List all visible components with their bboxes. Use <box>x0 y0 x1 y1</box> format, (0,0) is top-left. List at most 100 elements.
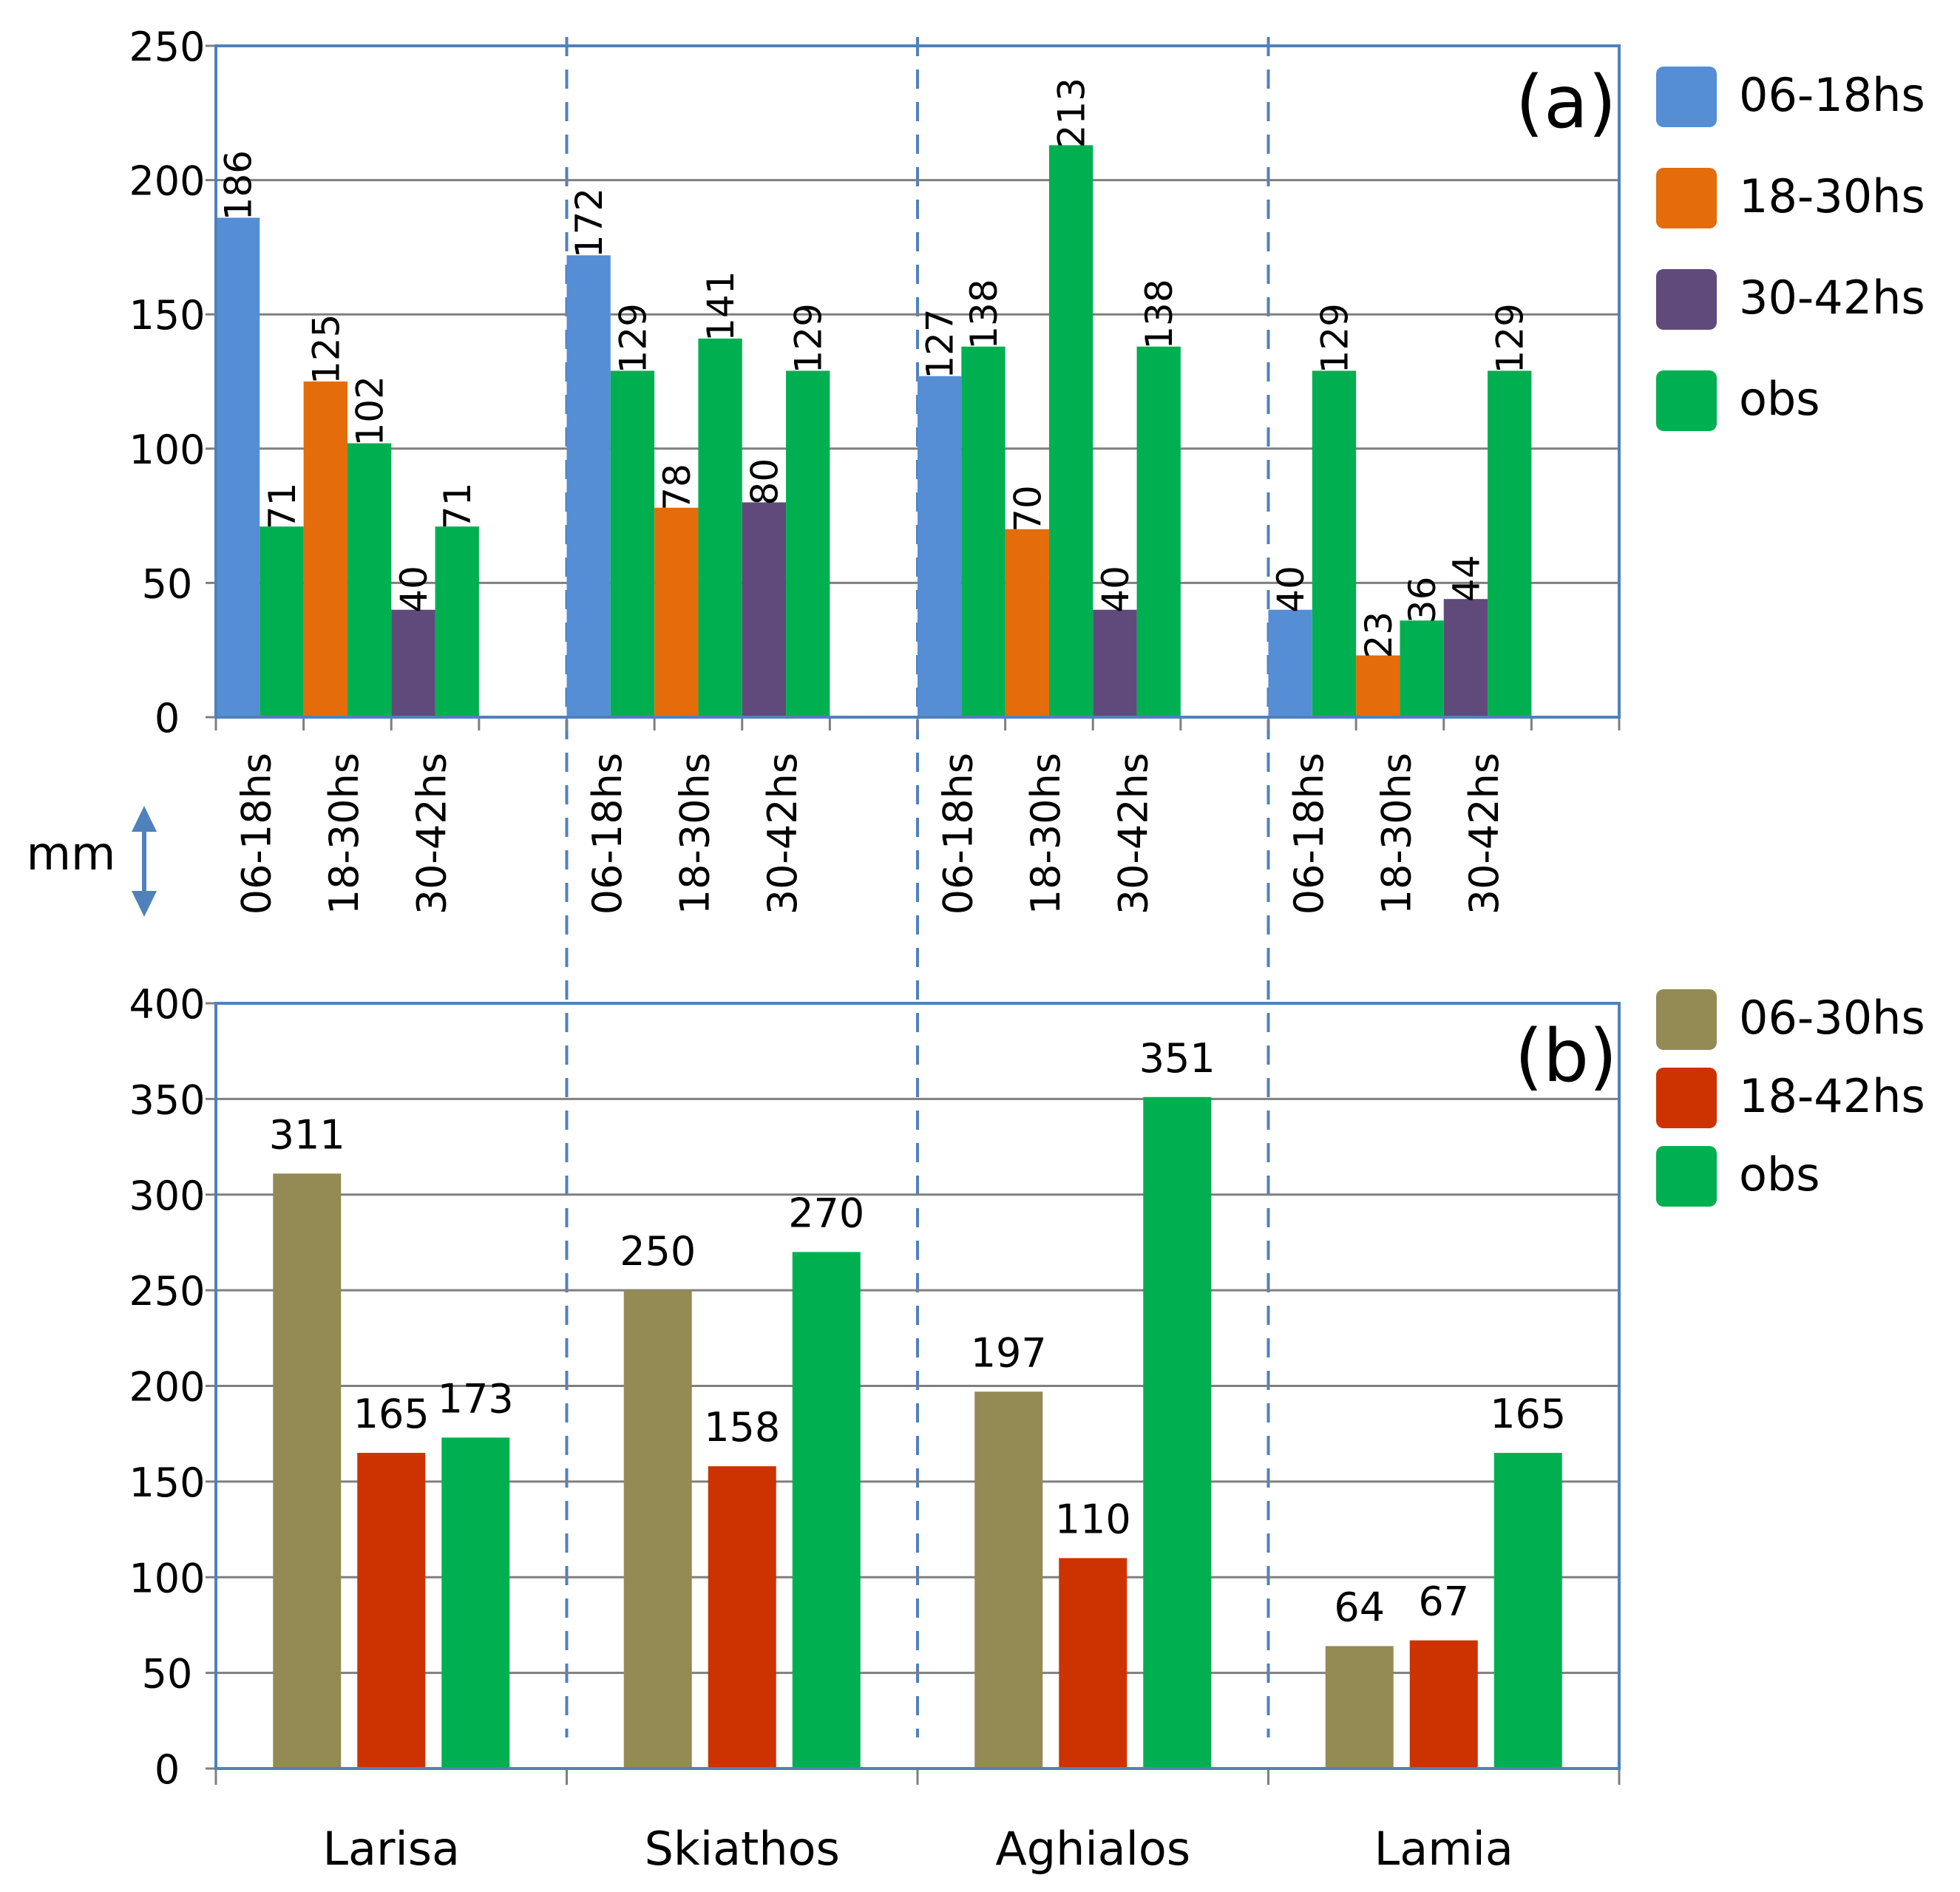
panel-a-data-label: 172 <box>568 188 611 258</box>
panel-b-bar <box>708 1466 776 1769</box>
panel-a-bar <box>391 609 435 717</box>
double-arrow-icon <box>132 806 157 917</box>
panel-a-bar <box>1048 145 1093 717</box>
panel-a-legend-swatch <box>1656 370 1717 431</box>
panel-a-bar <box>1136 346 1181 717</box>
panel-a-bar <box>742 502 787 717</box>
panel-b-data-label: 311 <box>269 1111 345 1158</box>
panel-a-bar <box>1400 620 1444 717</box>
panel-a-legend-label: obs <box>1739 372 1820 426</box>
panel-b-xtick-label: Lamia <box>1374 1822 1513 1876</box>
panel-a-ytick-label: 50 <box>142 560 193 607</box>
panel-a-xtick-label: 30-42hs <box>759 753 806 915</box>
unit-label: mm <box>27 827 116 881</box>
panel-b-ytick-label: 400 <box>129 981 205 1028</box>
panel-a-bar <box>654 507 699 717</box>
panel-a-data-label: 71 <box>436 483 479 530</box>
panel-a-bar <box>1356 655 1400 717</box>
panel-a-data-label: 186 <box>217 150 260 220</box>
panel-b-bar <box>273 1173 342 1769</box>
panel-a-bar <box>698 338 742 717</box>
panel-b-data-label: 165 <box>1490 1391 1566 1437</box>
panel-a-ytick-label: 150 <box>129 292 205 339</box>
panel-a-bar <box>216 217 260 717</box>
panel-a-data-label: 78 <box>656 464 699 511</box>
panel-b-legend-label: 18-42hs <box>1739 1069 1925 1123</box>
panel-a-data-label: 40 <box>1094 566 1137 613</box>
panel-a-xtick-label: 30-42hs <box>1110 753 1157 915</box>
panel-b-data-label: 64 <box>1334 1584 1385 1630</box>
panel-a-legend-swatch <box>1656 168 1717 228</box>
station-dividers <box>565 37 1270 1737</box>
panel-b-bar <box>792 1252 861 1769</box>
panel-b-data-label: 173 <box>438 1375 514 1422</box>
panel-b-xtick-label: Skiathos <box>645 1822 840 1876</box>
panel-a-data-label: 80 <box>743 458 786 506</box>
panel-a-ytick-label: 250 <box>129 24 205 70</box>
panel-a-ytick-label: 0 <box>155 695 180 742</box>
panel-a-ytick-label: 200 <box>129 158 205 205</box>
panel-a-ytick-label: 100 <box>129 427 205 473</box>
panel-a-bar <box>1005 529 1049 717</box>
panel-a-bar <box>566 255 611 717</box>
panel-a-xtick-label: 18-30hs <box>1373 753 1420 915</box>
panel-a-xtick-label: 30-42hs <box>1461 753 1508 915</box>
panel-b-legend-swatch <box>1656 989 1717 1050</box>
panel-a-bar <box>1488 370 1532 717</box>
panel-b-ytick-label: 100 <box>129 1555 205 1601</box>
panel-a-data-label: 40 <box>1269 566 1312 613</box>
panel-a-data-label: 213 <box>1051 78 1093 148</box>
panel-a-data-label: 36 <box>1401 577 1444 624</box>
panel-b-ytick-label: 200 <box>129 1364 205 1411</box>
panel-a-legend-label: 18-30hs <box>1739 169 1925 223</box>
panel-a-bar <box>610 370 655 717</box>
panel-b-bars <box>273 1096 1562 1769</box>
panel-b-ytick-label: 350 <box>129 1076 205 1123</box>
panel-b-bar <box>441 1437 510 1769</box>
panel-a-xtick-label: 30-42hs <box>409 753 455 915</box>
panel-b-legend-label: obs <box>1739 1147 1820 1201</box>
panel-a-data-label: 44 <box>1445 555 1488 603</box>
panel-a-xtick-label: 18-30hs <box>321 753 367 915</box>
panel-b-xtick-label: Aghialos <box>995 1822 1190 1876</box>
panel-b-data-label: 351 <box>1139 1035 1215 1082</box>
panel-a-data-label: 71 <box>261 483 304 530</box>
panel-b-bar <box>1493 1453 1562 1769</box>
panel-a-data-label: 70 <box>1006 485 1049 532</box>
panel-a-data-label: 23 <box>1357 611 1400 659</box>
panel-a-bar <box>347 443 392 717</box>
panel-b-ytick-label: 0 <box>155 1746 180 1793</box>
panel-b-bar <box>1143 1096 1212 1769</box>
panel-a-bar <box>786 370 830 717</box>
panel-b-ytick-label: 300 <box>129 1173 205 1219</box>
panel-a-legend-swatch <box>1656 269 1717 330</box>
panel-b-xtick-label: Larisa <box>322 1822 460 1876</box>
panel-a-data-label: 127 <box>919 308 962 379</box>
unit-indicator: mm <box>27 806 157 917</box>
panel-b-data-label: 158 <box>704 1404 780 1451</box>
panel-a-bar <box>1312 370 1357 717</box>
panel-b-ytick-label: 50 <box>142 1651 193 1698</box>
panel-a-data-label: 129 <box>787 303 830 373</box>
panel-a-legend-swatch <box>1656 67 1717 127</box>
panel-b-bar <box>1409 1640 1478 1769</box>
panel-a-legend-label: 06-18hs <box>1739 68 1925 122</box>
panel-b-ytick-label: 250 <box>129 1268 205 1315</box>
panel-a-bar <box>961 346 1006 717</box>
panel-b-bar <box>357 1453 426 1769</box>
panel-b-data-label: 250 <box>620 1228 696 1275</box>
panel-a-data-label: 141 <box>699 271 742 341</box>
panel-b-ytick-label: 150 <box>129 1459 205 1506</box>
panel-a-bar <box>1443 599 1488 717</box>
panel-a-data-label: 138 <box>1138 279 1181 349</box>
panel-a-data-label: 129 <box>611 303 654 373</box>
panel-a-bar <box>1093 609 1137 717</box>
panel-b-data-label: 110 <box>1055 1496 1131 1542</box>
panel-a-xtick-label: 06-18hs <box>935 753 981 915</box>
panel-b-data-label: 165 <box>353 1391 430 1437</box>
panel-a-bars <box>216 145 1532 717</box>
panel-b-label: (b) <box>1515 1014 1618 1099</box>
